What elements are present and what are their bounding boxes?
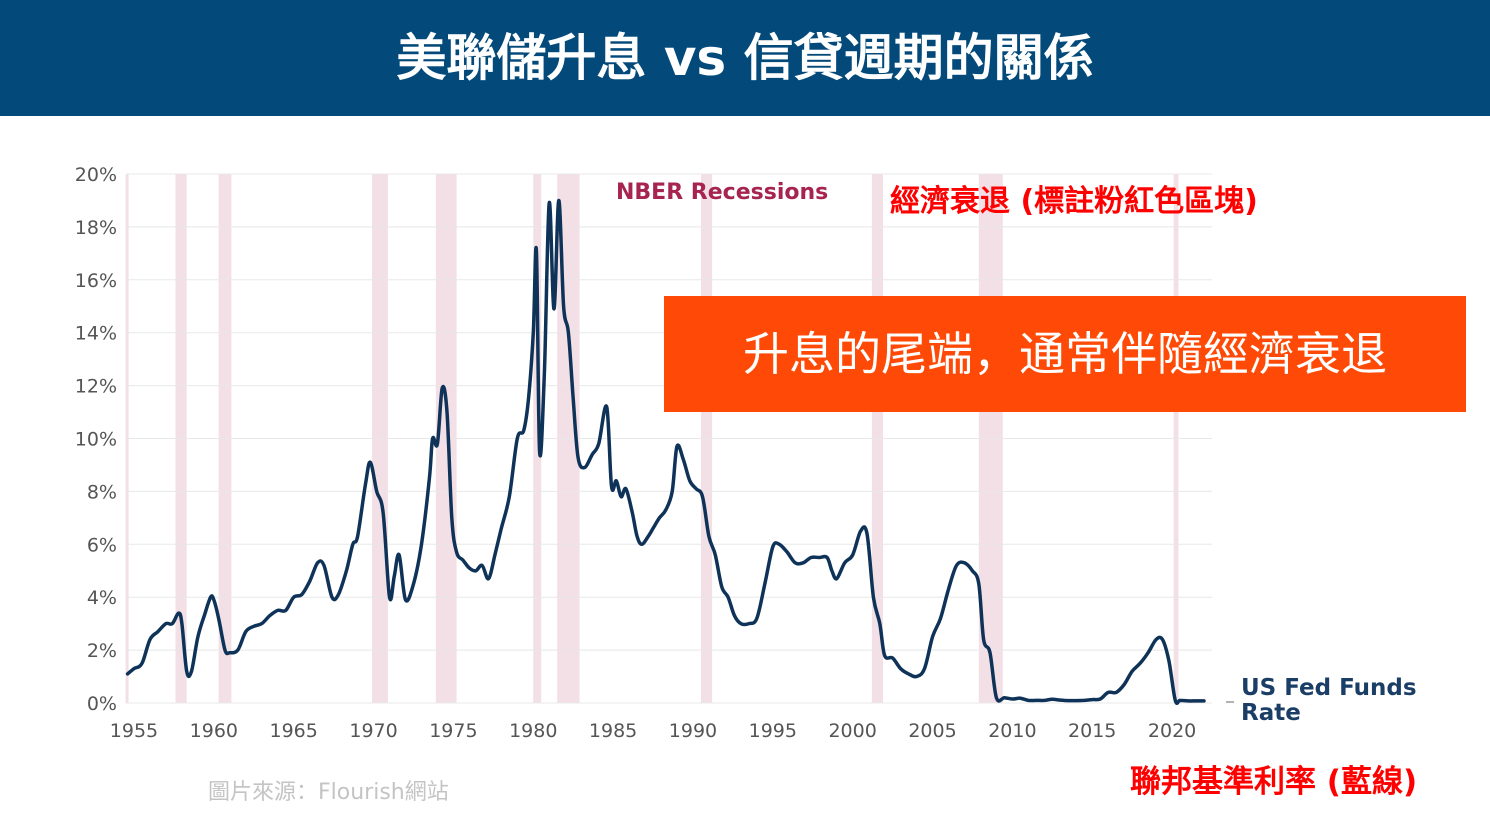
x-tick-label: 1990 [669, 720, 717, 742]
image-source: 圖片來源：Flourish網站 [208, 780, 449, 805]
x-tick-label: 2010 [988, 720, 1036, 742]
y-tick-label: 12% [75, 376, 117, 398]
title-banner [0, 0, 1490, 116]
x-tick-label: 1995 [749, 720, 797, 742]
x-tick-label: 1965 [270, 720, 318, 742]
y-tick-label: 0% [87, 693, 117, 715]
x-tick-label: 2005 [908, 720, 956, 742]
x-tick-label: 1970 [349, 720, 397, 742]
y-tick-label: 18% [75, 217, 117, 239]
series-label: US Fed Funds Rate [1241, 675, 1417, 726]
y-tick-label: 2% [87, 640, 117, 662]
x-tick-label: 1975 [429, 720, 477, 742]
x-tick-label: 2000 [828, 720, 876, 742]
x-tick-label: 1980 [509, 720, 557, 742]
series-layer [125, 198, 1206, 706]
x-tick-label: 1955 [110, 720, 158, 742]
recession-legend-label: NBER Recessions [616, 180, 829, 205]
callout-box: 升息的尾端，通常伴隨經濟衰退 [664, 296, 1466, 412]
x-tick-label: 2020 [1148, 720, 1196, 742]
y-tick-label: 6% [87, 534, 117, 556]
y-tick-label: 10% [75, 429, 117, 451]
x-tick-label: 2015 [1068, 720, 1116, 742]
x-axis-ticks: 1955 1960 1965 1970 1975 1980 1985 1990 1995 2000… [110, 720, 1196, 742]
y-tick-label: 8% [87, 481, 117, 503]
y-tick-label: 16% [75, 270, 117, 292]
series-line-0 [125, 198, 1206, 706]
grid-lines [126, 173, 1212, 704]
y-tick-label: 20% [75, 164, 117, 186]
page-title: 美聯儲升息 vs 信貸週期的關係 [396, 29, 1094, 87]
recession-note: 經濟衰退 (標註粉紅色區塊) [890, 184, 1258, 219]
series-note: 聯邦基準利率 (藍線) [1130, 764, 1418, 800]
x-tick-label: 1960 [190, 720, 238, 742]
y-tick-label: 14% [75, 323, 117, 345]
y-tick-label: 4% [87, 587, 117, 609]
x-tick-label: 1985 [589, 720, 637, 742]
y-axis-ticks: 0% 2% 4% 6% 8% 10% 12% 14% 16% 18% 20% [75, 164, 117, 715]
